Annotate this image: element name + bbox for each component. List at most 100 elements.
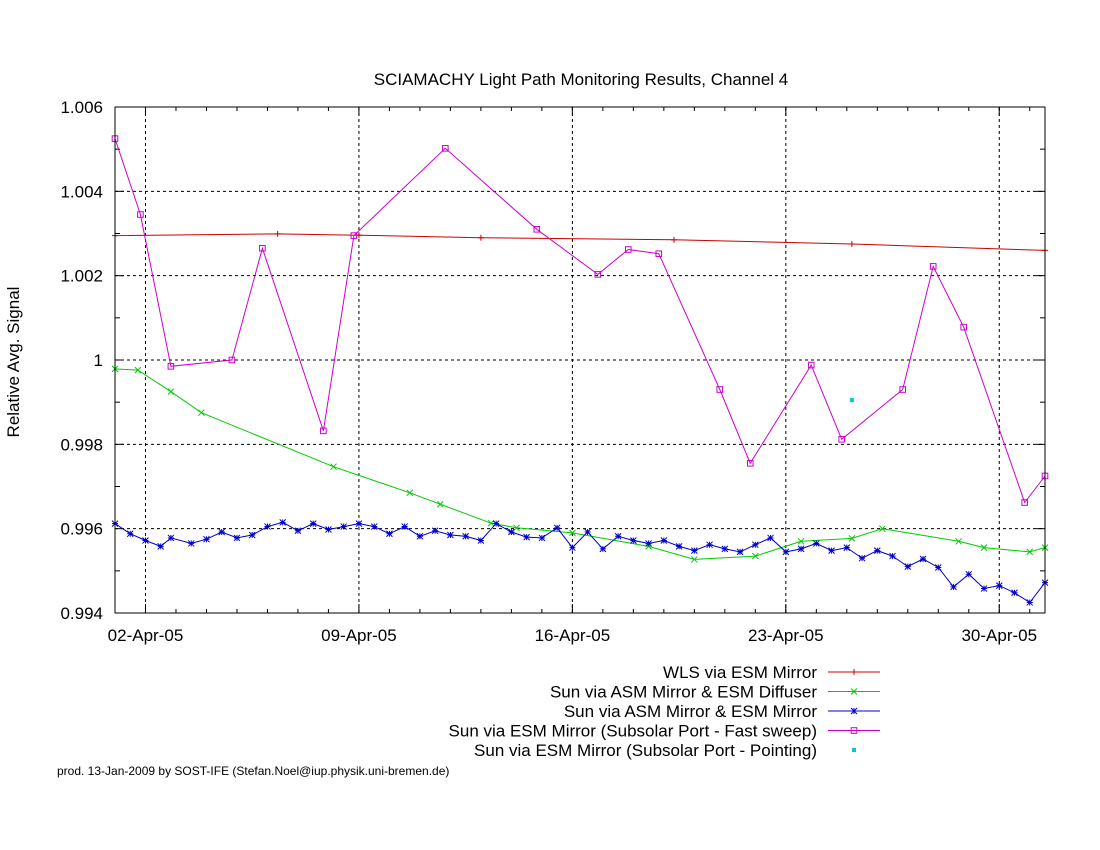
data-point — [447, 531, 454, 539]
data-point — [340, 523, 348, 530]
data-point — [848, 535, 856, 542]
data-point — [671, 236, 678, 243]
data-point — [706, 541, 713, 549]
data-point — [630, 537, 637, 544]
y-tick-label: 1.002 — [60, 267, 103, 286]
series-3 — [111, 518, 1049, 606]
legend-item: Sun via ESM Mirror (Subsolar Port - Fast… — [449, 722, 880, 741]
data-point — [690, 547, 698, 554]
data-point — [594, 271, 602, 278]
legend-item: Sun via ASM Mirror & ESM Diffuser — [550, 683, 880, 702]
data-point — [167, 363, 175, 370]
y-tick-label: 0.996 — [60, 520, 103, 539]
legend-item: WLS via ESM Mirror — [663, 663, 880, 682]
series-line — [114, 233, 1046, 251]
data-point — [736, 548, 744, 556]
legend-label: Sun via ESM Mirror (Subsolar Port - Poin… — [474, 741, 817, 760]
data-point — [477, 234, 484, 241]
data-point — [782, 548, 790, 556]
plot-frame — [114, 106, 1046, 614]
data-point — [995, 582, 1003, 589]
data-point — [279, 518, 287, 526]
data-point — [523, 533, 530, 541]
data-point — [849, 398, 854, 403]
data-point — [980, 585, 988, 592]
data-point — [721, 545, 729, 553]
data-point — [879, 525, 886, 533]
data-point — [751, 541, 759, 549]
data-point — [751, 552, 759, 560]
grid — [115, 107, 1045, 613]
legend-marker — [850, 707, 858, 715]
data-point — [569, 529, 576, 537]
data-point — [137, 211, 144, 218]
data-point — [1021, 499, 1028, 506]
x-tick-label: 23-Apr-05 — [748, 626, 824, 645]
y-tick-label: 1 — [94, 351, 103, 370]
series-5 — [849, 398, 854, 403]
legend-label: Sun via ASM Mirror & ESM Mirror — [564, 702, 817, 721]
data-point — [899, 386, 907, 393]
data-point — [492, 520, 500, 527]
legend-marker — [852, 748, 856, 752]
data-point — [330, 463, 337, 471]
data-point — [264, 523, 271, 530]
data-point — [386, 530, 393, 538]
data-point — [233, 534, 241, 542]
series-line — [114, 138, 1046, 504]
series-2 — [111, 365, 1049, 563]
data-point — [690, 556, 698, 563]
data-point — [134, 366, 142, 374]
data-point — [350, 232, 358, 239]
data-point — [513, 524, 520, 532]
data-point — [599, 545, 607, 553]
data-point — [436, 500, 444, 508]
data-point — [838, 435, 846, 443]
plot-series — [111, 135, 1049, 606]
series-line — [114, 368, 1046, 560]
data-point — [807, 361, 815, 369]
data-point — [929, 263, 937, 270]
data-point — [325, 526, 332, 533]
data-point — [370, 523, 378, 530]
data-point — [309, 520, 317, 527]
series-1 — [112, 230, 1048, 254]
data-point — [228, 356, 236, 364]
data-point — [797, 537, 805, 545]
data-point — [508, 528, 515, 536]
data-point — [675, 543, 683, 550]
data-point — [355, 520, 363, 527]
data-point — [614, 532, 622, 540]
data-point — [660, 537, 668, 544]
data-point — [294, 527, 302, 535]
data-point — [716, 386, 724, 393]
x-tick-label: 09-Apr-05 — [321, 626, 397, 645]
data-point — [1026, 548, 1034, 556]
x-tick-label: 02-Apr-05 — [108, 626, 184, 645]
data-point — [828, 547, 835, 554]
data-point — [812, 540, 820, 547]
data-point — [142, 537, 149, 544]
data-point — [401, 523, 409, 530]
data-point — [980, 544, 988, 551]
legend-marker — [850, 727, 858, 734]
series-line — [114, 521, 1046, 604]
data-point — [259, 244, 266, 252]
data-point — [797, 545, 805, 553]
data-point — [406, 489, 414, 497]
data-point — [462, 532, 470, 540]
y-tick-label: 1.006 — [60, 98, 103, 117]
data-point — [187, 540, 195, 547]
legend-item: Sun via ASM Mirror & ESM Mirror — [564, 702, 880, 721]
y-ticks: 0.994 0.996 0.998 1 1.002 1.004 1.006 — [60, 98, 1045, 623]
data-point — [569, 544, 576, 551]
data-point — [167, 534, 175, 542]
data-point — [919, 555, 927, 563]
legend-item: Sun via ESM Mirror (Subsolar Port - Poin… — [474, 741, 856, 760]
data-point — [843, 544, 851, 551]
data-point — [248, 531, 256, 539]
data-point — [645, 540, 652, 547]
data-point — [538, 534, 546, 542]
data-point — [584, 528, 591, 536]
